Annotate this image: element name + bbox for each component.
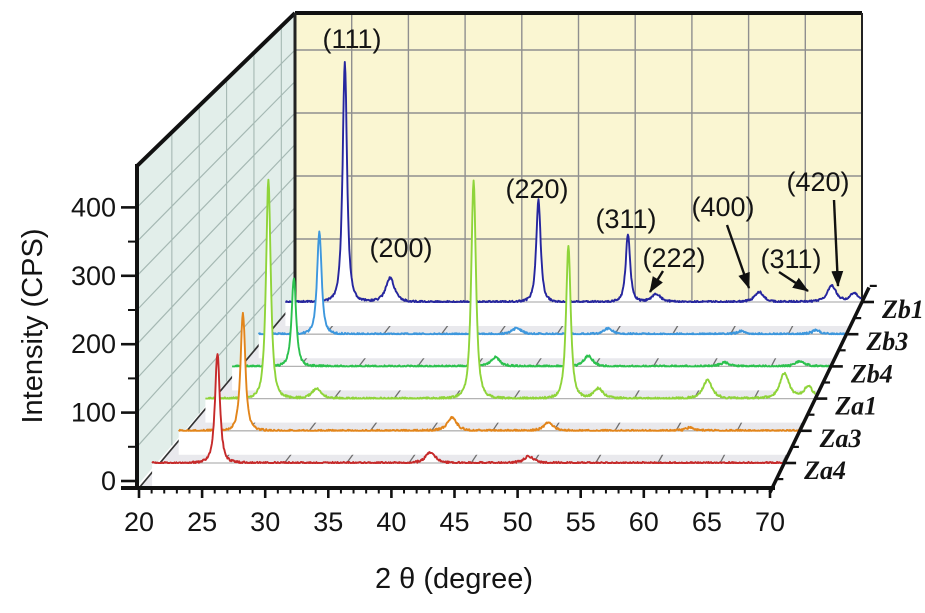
- x-tick-label-30: 30: [250, 507, 280, 537]
- peak-label-4: (222): [642, 243, 705, 273]
- x-axis: 20 25 30 35 40 45 50 55 60 65 70 2 θ (degree): [121, 486, 785, 595]
- peak-arrow-5: [725, 224, 751, 289]
- x-axis-title: 2 θ (degree): [375, 563, 533, 595]
- peak-label-5: (400): [691, 192, 754, 222]
- series-Za3: [177, 311, 801, 455]
- x-tick-label-35: 35: [313, 507, 343, 537]
- y-tick-label-300: 300: [71, 261, 116, 291]
- series-label-Za3: Za3: [819, 424, 862, 453]
- series-fill-Za4: [152, 354, 785, 487]
- y-tick-label-0: 0: [101, 466, 116, 496]
- peak-arrow-6: [778, 270, 809, 293]
- series-curve-Za1: [205, 178, 816, 400]
- y-axis: 0 100 200 300 400 Intensity (CPS): [17, 164, 139, 496]
- x-tick-label-20: 20: [124, 507, 154, 537]
- y-axis-title: Intensity (CPS): [17, 229, 49, 424]
- peak-label-7: (420): [786, 167, 849, 197]
- y-tick-label-400: 400: [71, 192, 116, 222]
- x-tick-label-70: 70: [755, 507, 785, 537]
- x-tick-label-50: 50: [503, 507, 533, 537]
- series-label-Za1: Za1: [834, 392, 877, 421]
- peak-label-3: (311): [595, 204, 656, 234]
- x-tick-label-40: 40: [376, 507, 406, 537]
- x-tick-label-65: 65: [692, 507, 722, 537]
- y-tick-label-200: 200: [71, 329, 116, 359]
- z-axis: Za4 Za3 Za1 Zb4 Zb3 Zb1: [768, 284, 924, 494]
- series-fill-Zb1: [285, 61, 861, 327]
- series-label-Zb3: Zb3: [865, 327, 908, 356]
- series-curve-Zb3: [257, 230, 846, 336]
- series-fill-Za3: [178, 312, 800, 455]
- series-curve-Za4: [151, 353, 786, 464]
- x-tick-label-45: 45: [439, 507, 469, 537]
- x-tick-label-55: 55: [566, 507, 596, 537]
- peak-arrow-4: [648, 270, 665, 293]
- series-label-Za4: Za4: [803, 456, 846, 485]
- series-Zb3: [257, 230, 846, 359]
- series-curves: [151, 60, 862, 487]
- series-curve-Zb4: [231, 277, 831, 368]
- series-Za1: [205, 178, 816, 423]
- y-tick-label-100: 100: [71, 398, 116, 428]
- series-fill-Zb4: [232, 278, 831, 391]
- series-Zb1: [284, 60, 862, 327]
- x-tick-label-60: 60: [629, 507, 659, 537]
- peak-label-1: (200): [369, 233, 432, 263]
- peak-label-2: (220): [505, 174, 568, 204]
- series-label-Zb1: Zb1: [881, 295, 924, 324]
- peak-arrow-7: [831, 199, 844, 287]
- x-tick-label-25: 25: [187, 507, 217, 537]
- series-fill-Zb3: [258, 231, 846, 359]
- left-wall: [137, 13, 295, 486]
- walls: [135, 11, 863, 486]
- series-Zb4: [231, 277, 831, 391]
- series-curve-Zb1: [284, 60, 862, 303]
- peak-label-6: (311): [760, 244, 821, 274]
- series-curve-Za3: [177, 311, 801, 432]
- series-label-Zb4: Zb4: [850, 359, 893, 388]
- peak-label-0: (111): [322, 24, 381, 54]
- peak-annotations: (111)(200)(220)(311)(222)(400)(311)(420): [322, 24, 850, 293]
- series-Za4: [151, 353, 786, 487]
